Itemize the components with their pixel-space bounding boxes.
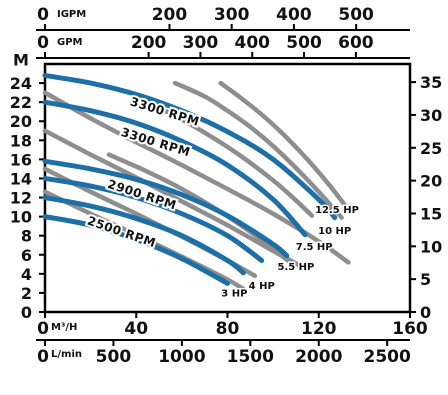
bottom-axis-tick-label: 120	[301, 319, 337, 339]
top-axis1-tick-label: 300	[214, 5, 250, 25]
right-axis-tick-label: 15	[420, 204, 442, 223]
grey-curve	[218, 80, 351, 213]
left-axis-tick-label: 22	[10, 93, 32, 112]
right-axis-tick-label: 5	[420, 270, 431, 289]
bottom-axis-tick-label: 80	[216, 319, 240, 339]
series-line	[42, 175, 265, 263]
top-axis2-tick-label: 0	[37, 33, 49, 53]
left-axis-tick-label: 16	[10, 150, 32, 169]
top-axis2-tick-label: 400	[234, 33, 270, 53]
grey-curve	[172, 80, 344, 220]
top-axis2-tick-label: 300	[183, 33, 219, 53]
left-axis-tick-label: 14	[10, 169, 32, 188]
right-axis-tick-label: 0	[420, 303, 431, 322]
top-axis1-tick-label: 500	[338, 5, 374, 25]
bottom-axis2-tick-label: 500	[96, 347, 132, 367]
hp-label: 5.5 HP	[277, 262, 314, 273]
left-axis-tick-label: 2	[21, 284, 32, 303]
left-axis-tick-label: 18	[10, 131, 32, 150]
grey-curve	[42, 90, 351, 265]
left-axis-unit: M	[13, 51, 29, 70]
grey-curve	[42, 189, 246, 292]
series-line	[42, 158, 290, 259]
grey-curve	[134, 95, 315, 218]
hp-label: 3 HP	[221, 289, 247, 300]
right-axis-tick-label: 25	[420, 139, 442, 158]
bottom-axis2-tick-label: 1000	[158, 347, 205, 367]
series-line	[42, 195, 246, 276]
top-axis2-unit: GPM	[57, 37, 83, 48]
top-axis1-unit: IGPM	[57, 9, 86, 20]
top-axis2-tick-label: 500	[286, 33, 322, 53]
bottom-axis2-tick-label: 2500	[364, 347, 411, 367]
bottom-axis-tick-label: 160	[392, 319, 428, 339]
left-axis-tick-label: 12	[10, 189, 32, 208]
top-axis2-tick-label: 600	[338, 33, 374, 53]
left-axis-tick-label: 10	[10, 208, 32, 227]
right-axis-tick-label: 35	[420, 73, 442, 92]
right-axis-tick-label: 20	[420, 172, 442, 191]
hp-label: 10 HP	[318, 226, 351, 237]
bottom-axis-unit: M³/H	[51, 322, 77, 333]
top-axis1-tick-label: 200	[152, 5, 188, 25]
top-axis2-tick-label: 200	[131, 33, 167, 53]
hp-label: 12.5 HP	[315, 205, 359, 216]
bottom-axis-tick-label: 0	[37, 319, 49, 339]
right-axis-tick-label: 10	[420, 237, 442, 256]
bottom-axis2-tick-label: 0	[37, 347, 49, 367]
left-axis-tick-label: 20	[10, 112, 32, 131]
top-axis1-tick-label: 400	[276, 5, 312, 25]
left-axis-tick-label: 6	[21, 246, 32, 265]
hp-label: 7.5 HP	[296, 242, 333, 253]
top-axis1-tick-label: 0	[37, 5, 49, 25]
bottom-axis2-tick-label: 2000	[295, 347, 342, 367]
left-axis-tick-label: 24	[10, 74, 32, 93]
left-axis-tick-label: 4	[21, 265, 32, 284]
bottom-axis2-tick-label: 1500	[227, 347, 274, 367]
bottom-axis2-unit: L/min	[51, 349, 82, 360]
left-axis-tick-label: 8	[21, 227, 32, 246]
hp-label: 4 HP	[249, 281, 275, 292]
series-line	[42, 99, 308, 238]
series-line	[42, 214, 230, 286]
bottom-axis-tick-label: 40	[124, 319, 148, 339]
series-line	[42, 72, 338, 221]
left-axis-tick-label: 0	[21, 303, 32, 322]
right-axis-tick-label: 30	[420, 106, 442, 125]
